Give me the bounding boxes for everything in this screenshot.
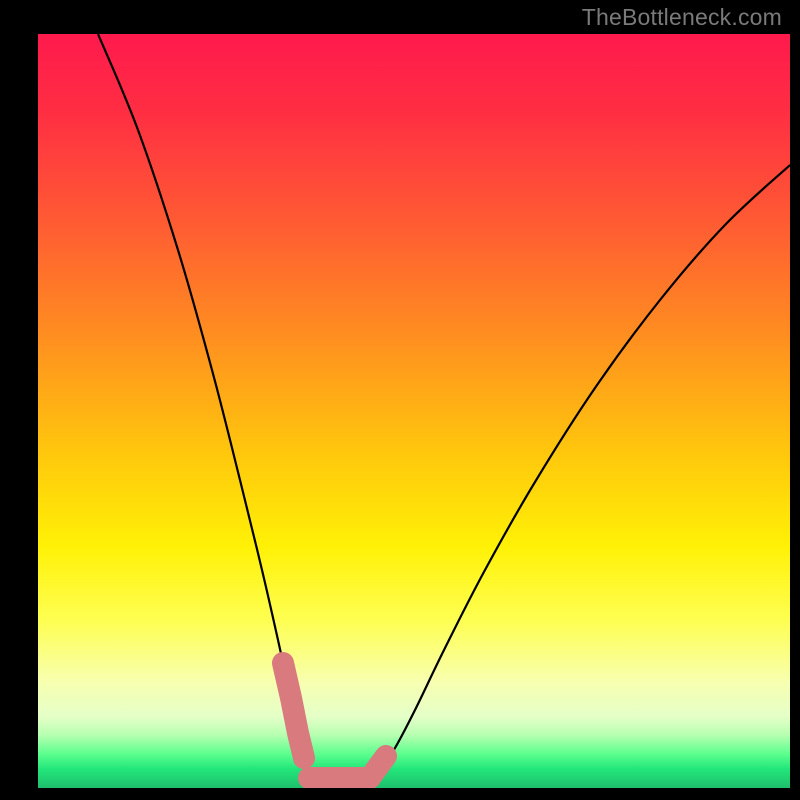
marker-segment-2 (372, 756, 386, 775)
bottleneck-curve-chart (0, 0, 800, 800)
watermark-text: TheBottleneck.com (582, 4, 782, 31)
chart-container: TheBottleneck.com (0, 0, 800, 800)
plot-background (38, 34, 790, 788)
